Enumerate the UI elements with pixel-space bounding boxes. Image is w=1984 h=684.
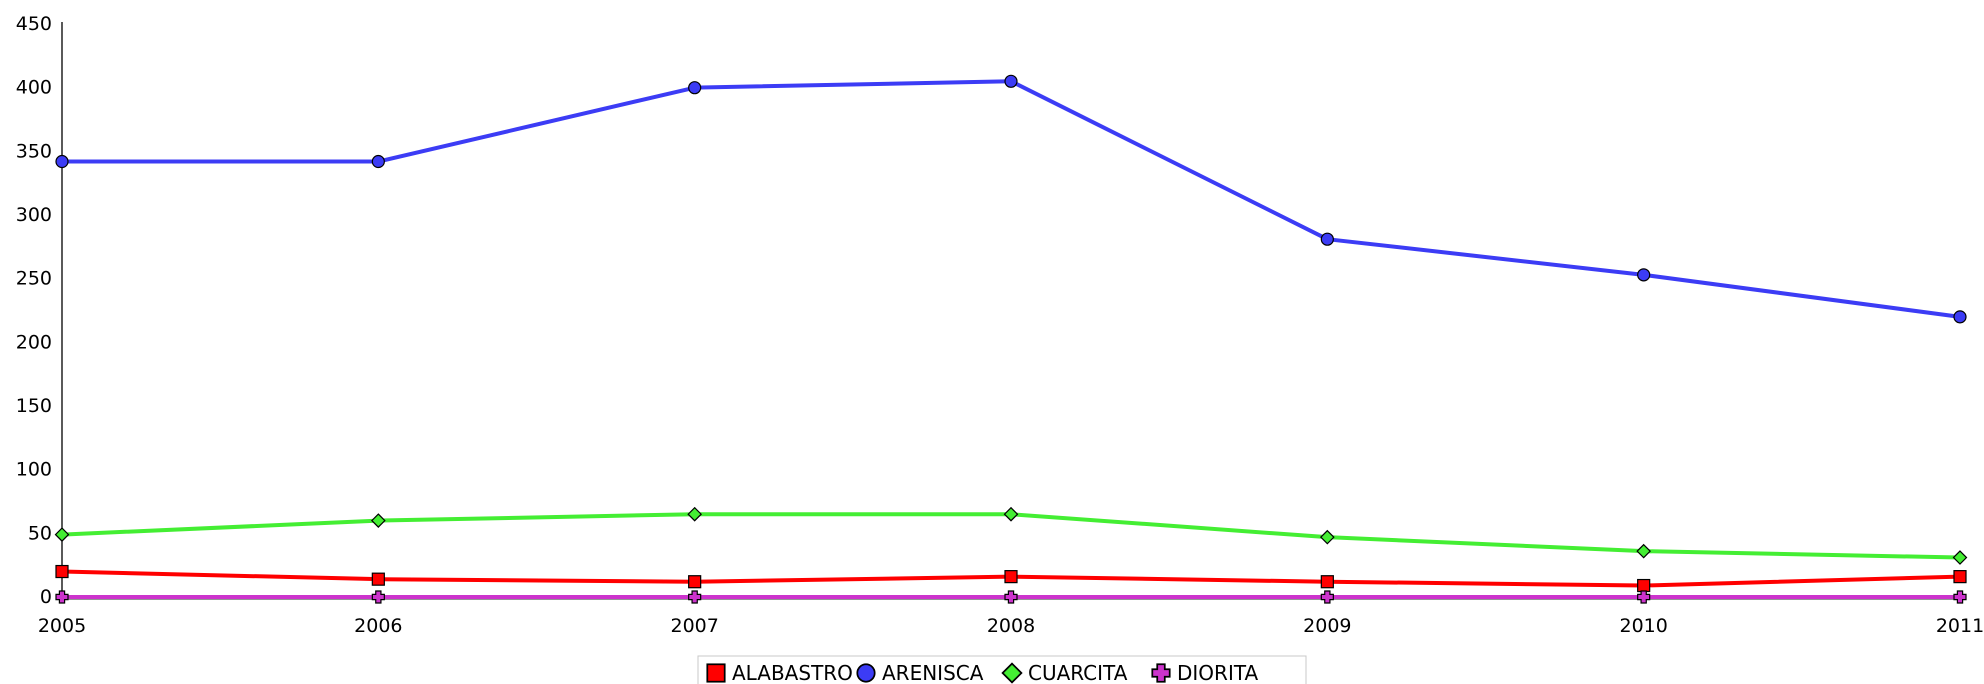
legend-box — [697, 655, 1307, 684]
legend: ALABASTRO ARENISCA CUARCITA DIORITA — [697, 655, 1307, 684]
data-point-arenisca — [1637, 268, 1651, 282]
y-tick-label: 0 — [40, 586, 52, 608]
legend-label: ALABASTRO — [732, 661, 853, 684]
data-point-arenisca — [55, 154, 69, 169]
y-tick-label: 100 — [16, 459, 52, 481]
y-tick-label: 300 — [16, 204, 52, 226]
data-point-arenisca — [1004, 74, 1018, 88]
legend-label: DIORITA — [1177, 661, 1259, 684]
axes: 0 50 100 150 200 250 300 350 400 450 2005 2006 2007 2… — [16, 13, 1984, 637]
x-tick-label: 2008 — [987, 615, 1035, 637]
x-tick-label: 2011 — [1936, 615, 1984, 637]
data-point-diorita — [1004, 590, 1018, 604]
data-point-alabastro — [1320, 575, 1334, 589]
data-point-cuarcita — [1636, 543, 1652, 559]
series-markers — [54, 74, 1968, 604]
data-point-alabastro — [371, 572, 385, 586]
data-point-alabastro — [1637, 578, 1651, 593]
data-point-cuarcita — [370, 513, 386, 528]
legend-marker-arenisca — [856, 663, 876, 683]
data-point-arenisca — [371, 154, 385, 169]
y-tick-label: 200 — [16, 331, 52, 353]
y-tick-label: 150 — [16, 395, 52, 417]
y-tick-label: 350 — [16, 140, 52, 162]
data-point-cuarcita — [54, 527, 70, 542]
data-point-alabastro — [1004, 570, 1018, 584]
data-point-arenisca — [1953, 310, 1967, 324]
data-point-cuarcita — [1003, 506, 1019, 522]
data-point-diorita — [1637, 590, 1651, 604]
legend-marker-cuarcita — [1001, 662, 1023, 684]
y-tick-label: 450 — [16, 13, 52, 35]
data-point-diorita — [1953, 590, 1967, 604]
legend-item-cuarcita: CUARCITA — [1001, 661, 1128, 684]
x-tick-label: 2010 — [1619, 615, 1667, 637]
legend-marker-alabastro — [706, 663, 726, 683]
data-point-diorita — [688, 590, 702, 604]
x-tick-label: 2005 — [38, 615, 86, 637]
legend-marker-diorita — [1151, 663, 1171, 683]
data-point-cuarcita — [1952, 550, 1968, 565]
data-point-diorita — [55, 590, 69, 604]
y-tick-label: 250 — [16, 268, 52, 290]
data-point-diorita — [371, 590, 385, 604]
data-point-cuarcita — [687, 506, 703, 522]
x-tick-label: 2009 — [1303, 615, 1351, 637]
data-point-alabastro — [1953, 570, 1967, 584]
y-tick-label: 400 — [16, 77, 52, 99]
y-tick-label: 50 — [28, 522, 52, 544]
legend-label: ARENISCA — [882, 661, 984, 684]
data-point-arenisca — [688, 81, 702, 95]
data-point-diorita — [1320, 590, 1334, 604]
data-point-cuarcita — [1319, 529, 1335, 545]
data-point-alabastro — [55, 564, 69, 579]
legend-item-arenisca: ARENISCA — [856, 661, 984, 684]
data-point-alabastro — [688, 575, 702, 589]
legend-item-alabastro: ALABASTRO — [706, 661, 853, 684]
series-line-arenisca — [62, 79, 1961, 319]
legend-label: CUARCITA — [1028, 661, 1128, 684]
data-point-arenisca — [1320, 232, 1334, 246]
legend-item-diorita: DIORITA — [1151, 661, 1259, 684]
x-tick-label: 2007 — [670, 615, 718, 637]
x-tick-label: 2006 — [354, 615, 402, 637]
